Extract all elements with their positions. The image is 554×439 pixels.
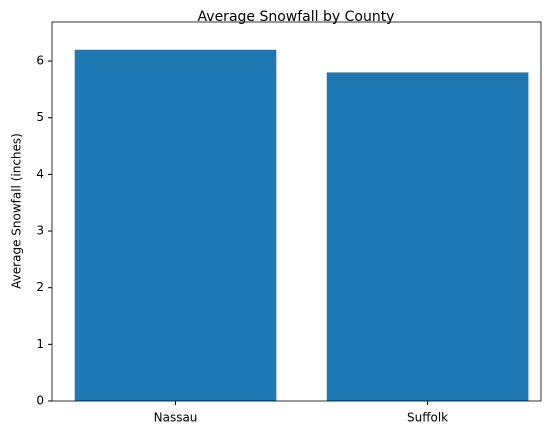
y-tick-label: 1: [36, 337, 44, 351]
y-tick-label: 4: [36, 167, 44, 181]
x-tick-label: Suffolk: [407, 411, 448, 425]
bar: [74, 49, 277, 402]
bar: [326, 72, 529, 401]
y-axis-label: Average Snowfall (inches): [10, 133, 24, 289]
y-tick-label: 6: [36, 54, 44, 68]
plot-frame: [51, 21, 542, 402]
chart-title: Average Snowfall by County: [198, 9, 395, 25]
y-tick-label: 5: [36, 110, 44, 124]
y-tick-label: 3: [36, 224, 44, 238]
x-tick-label: Nassau: [154, 411, 198, 425]
y-tick-label: 2: [36, 280, 44, 294]
y-tick-label: 0: [36, 394, 44, 408]
